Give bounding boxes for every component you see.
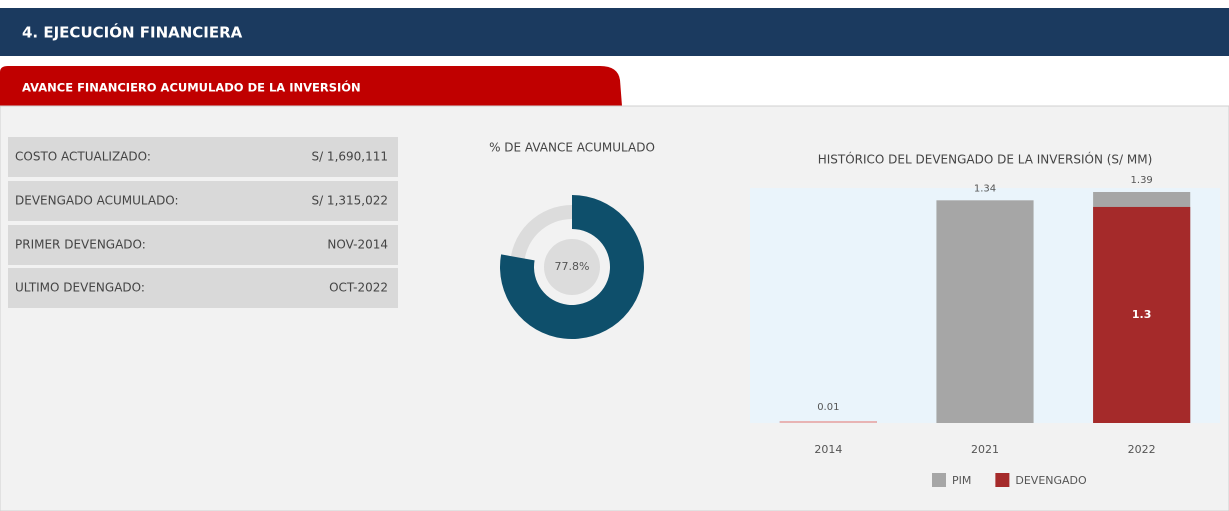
donut-center <box>544 239 600 295</box>
donut-label: 77.8% <box>555 260 590 273</box>
tab-title: AVANCE FINANCIERO ACUMULADO DE LA INVERS… <box>22 80 361 95</box>
chart-title: HISTÓRICO DEL DEVENGADO DE LA INVERSIÓN … <box>818 152 1153 167</box>
bar <box>1093 206 1191 423</box>
data-label: 1.39 <box>1131 175 1153 186</box>
header-title: 4. EJECUCIÓN FINANCIERA <box>22 23 243 42</box>
header-bar <box>0 8 1229 56</box>
table-row <box>8 137 398 177</box>
data-label: 1.34 <box>974 183 996 194</box>
x-tick-label: 2021 <box>971 443 999 456</box>
x-tick-label: 2014 <box>814 443 842 456</box>
data-label: 1.3 <box>1132 308 1152 321</box>
legend-label: DEVENGADO <box>1015 474 1087 487</box>
x-tick-label: 2022 <box>1128 443 1156 456</box>
legend-swatch <box>932 473 946 487</box>
data-label: 0.01 <box>817 402 839 413</box>
tab <box>0 66 622 106</box>
bar <box>936 200 1034 423</box>
row-value: OCT-2022 <box>329 281 388 295</box>
row-label: PRIMER DEVENGADO: <box>15 238 146 252</box>
charts: % DE AVANCE ACUMULADO 77.8% HISTÓRICO DEL … <box>489 141 1220 487</box>
row-value: S/ 1,315,022 <box>311 194 388 208</box>
legend-label: PIM <box>952 474 971 487</box>
table-row <box>8 225 398 265</box>
row-label: COSTO ACTUALIZADO: <box>15 150 151 164</box>
chart-title: % DE AVANCE ACUMULADO <box>489 141 655 155</box>
donut-arc <box>500 195 644 339</box>
row-value: NOV-2014 <box>327 238 388 252</box>
info-table: COSTO ACTUALIZADO: S/ 1,690,111 DEVENGADO … <box>8 137 398 308</box>
row-value: S/ 1,690,111 <box>311 150 388 164</box>
legend-swatch <box>995 473 1010 487</box>
table-row <box>8 268 398 308</box>
bar <box>779 421 877 423</box>
table-row <box>8 181 398 221</box>
row-label: ULTIMO DEVENGADO: <box>15 281 145 295</box>
row-label: DEVENGADO ACUMULADO: <box>15 194 179 208</box>
